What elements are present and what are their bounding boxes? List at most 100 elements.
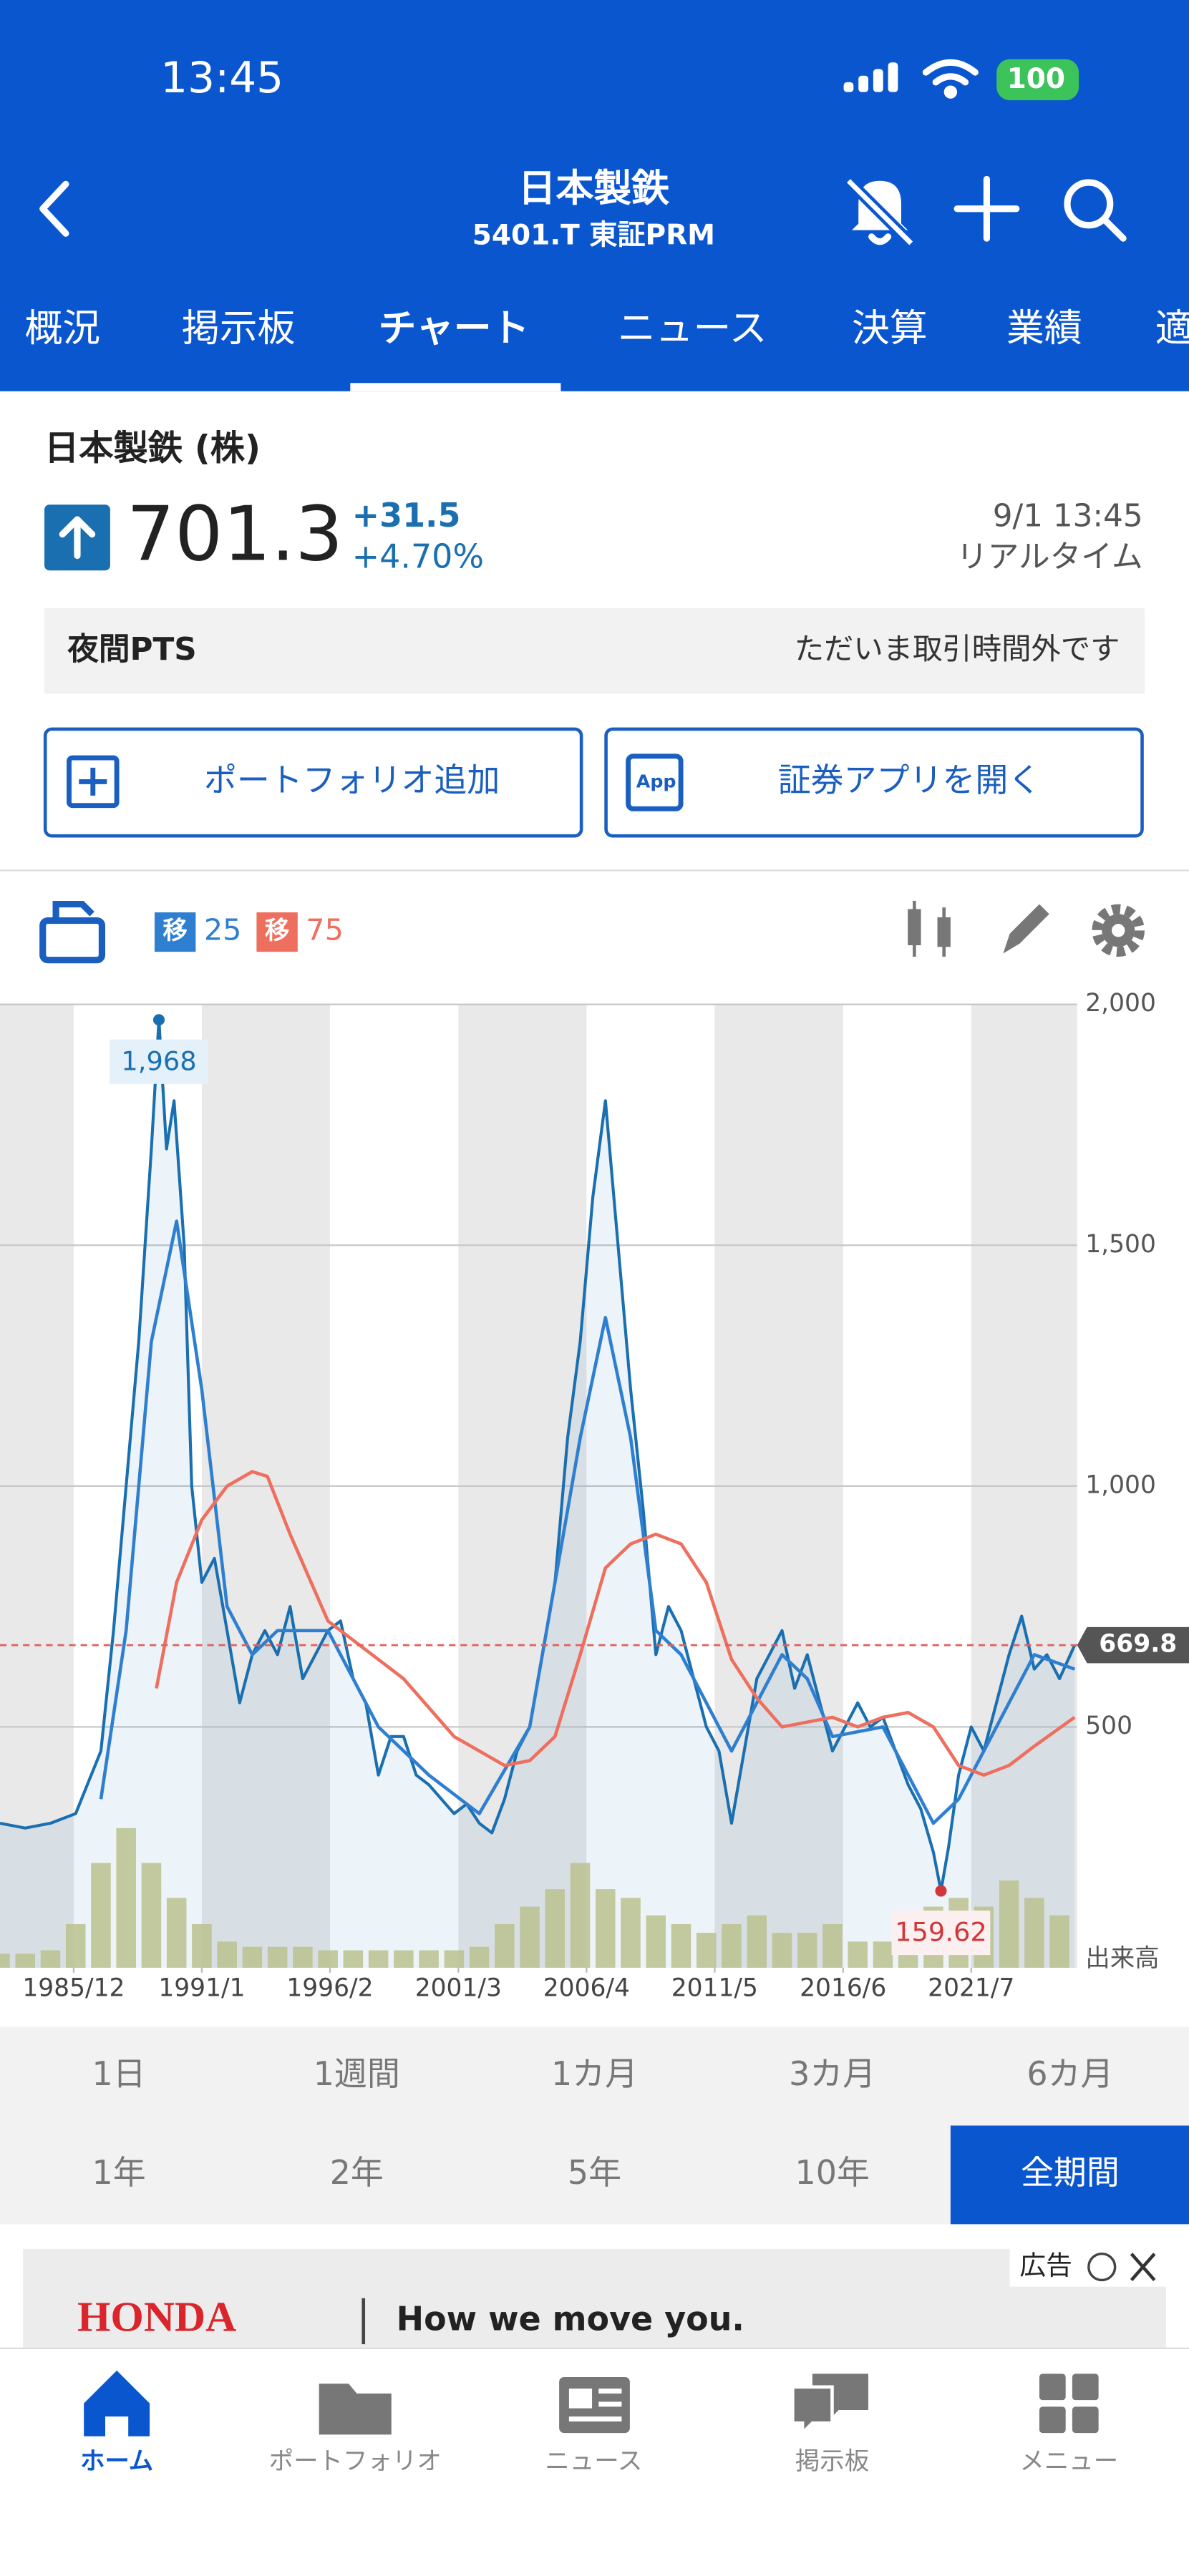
tab[interactable]: 概況: [24, 306, 100, 350]
y-tick-label: 500: [1085, 1712, 1132, 1740]
volume-bar: [15, 1953, 36, 1968]
volume-bar: [621, 1898, 641, 1968]
nav-item[interactable]: メニュー: [1019, 2447, 1118, 2476]
volume-bar: [166, 1898, 187, 1968]
period-button[interactable]: 3カ月: [789, 2054, 875, 2093]
period-button[interactable]: 1日: [92, 2054, 146, 2093]
legend-ma75[interactable]: 75: [306, 913, 344, 947]
volume-bar: [419, 1950, 439, 1968]
nav-item[interactable]: ニュース: [545, 2447, 642, 2476]
battery-level: 100: [1007, 63, 1066, 95]
pts-box: [44, 608, 1145, 694]
volume-bar: [65, 1923, 86, 1968]
ad-info[interactable]: [1087, 2252, 1117, 2282]
volume-label: 出来高: [1085, 1944, 1159, 1973]
home-icon: [84, 2370, 150, 2436]
extreme-label-bg: [891, 1911, 991, 1956]
extreme-label-bg: [110, 1039, 208, 1084]
ad-banner[interactable]: [23, 2248, 1166, 2351]
x-tick-label: 1985/12: [22, 1974, 125, 2002]
tab[interactable]: 決算: [852, 306, 928, 350]
extreme-dot: [152, 1014, 165, 1026]
volume-bar: [772, 1933, 792, 1968]
x-tick-label: 2006/4: [543, 1974, 630, 2002]
candle-button[interactable]: [908, 900, 951, 957]
period-button[interactable]: 1年: [92, 2153, 146, 2192]
tab[interactable]: 業績: [1006, 306, 1082, 350]
portfolio-button[interactable]: ポートフォリオ追加: [43, 727, 583, 838]
period-button[interactable]: 1カ月: [551, 2054, 638, 2093]
volume-bar: [141, 1863, 162, 1968]
chart-switch-button[interactable]: [39, 900, 106, 964]
alert-button[interactable]: [844, 177, 916, 248]
volume-bar: [671, 1923, 691, 1968]
x-tick-label: 1996/2: [286, 1974, 373, 2002]
ma25-badge: [154, 912, 196, 952]
volume-bar: [1049, 1915, 1069, 1968]
extreme-label: 159.62: [895, 1917, 987, 1948]
extreme-dot: [935, 1885, 947, 1897]
ad-badge: 広告: [1019, 2250, 1072, 2281]
volume-bar: [747, 1915, 767, 1968]
price-area: [0, 1020, 1075, 1968]
period-button[interactable]: 10年: [795, 2153, 869, 2192]
volume-bar: [242, 1946, 263, 1968]
volume-bar: [646, 1915, 666, 1968]
tab-indicator: [350, 383, 561, 391]
stock-name: 日本製鉄 (株): [44, 428, 261, 468]
draw-button[interactable]: [1003, 904, 1049, 954]
volume-bar: [545, 1889, 566, 1968]
tab[interactable]: 掲示板: [182, 306, 295, 350]
x-tick-label: 1991/1: [158, 1974, 245, 2002]
volume-bar: [595, 1889, 616, 1968]
ma25-badge-text: 移: [162, 917, 187, 945]
volume-bar: [293, 1946, 313, 1968]
period-button[interactable]: 2年: [330, 2153, 384, 2192]
board-icon: [791, 2373, 869, 2437]
volume-bar: [368, 1950, 389, 1968]
nav-item[interactable]: 掲示板: [795, 2447, 869, 2476]
quote-time: 9/1 13:45: [993, 498, 1143, 535]
volume-bar: [495, 1923, 515, 1968]
tab[interactable]: ニュース: [618, 306, 767, 350]
volume-bar: [40, 1950, 61, 1968]
volume-bar: [999, 1880, 1019, 1968]
open-app-button-label: 証券アプリを開く: [778, 761, 1042, 799]
tab[interactable]: チャート: [379, 306, 530, 350]
back-button[interactable]: [39, 180, 69, 237]
signal-icon: [843, 62, 898, 92]
battery-icon: [996, 59, 1079, 101]
open-app-button[interactable]: App 証券アプリを開く: [604, 727, 1144, 838]
period-button[interactable]: 1週間: [314, 2054, 400, 2093]
volume-bar: [520, 1906, 540, 1968]
tab[interactable]: 適: [1155, 306, 1189, 350]
current-price-tag: [1077, 1626, 1189, 1664]
news-icon: [559, 2377, 630, 2434]
add-button[interactable]: [953, 175, 1020, 242]
ad-close[interactable]: [1130, 2253, 1156, 2281]
portfolio-icon: [319, 2384, 392, 2435]
settings-button[interactable]: [1092, 904, 1145, 957]
volume-bar: [696, 1933, 717, 1968]
x-tick-label: 2021/7: [928, 1974, 1014, 2002]
period-button[interactable]: 5年: [568, 2153, 621, 2192]
extreme-label: 1,968: [121, 1045, 196, 1076]
ma-line: [99, 1219, 1076, 1825]
nav-item[interactable]: ホーム: [80, 2447, 153, 2476]
period-button[interactable]: 6カ月: [1027, 2054, 1113, 2093]
volume-bar: [722, 1923, 742, 1968]
nav-item[interactable]: ポートフォリオ: [269, 2447, 442, 2476]
period-active-bg: [950, 2125, 1189, 2225]
pts-message: ただいま取引時間外です: [795, 632, 1120, 666]
price-change-pct: +4.70%: [352, 537, 484, 576]
period-button[interactable]: 全期間: [1021, 2153, 1120, 2192]
app-icon-label: App: [636, 771, 676, 792]
volume-bar: [394, 1950, 414, 1968]
legend-ma25[interactable]: 25: [204, 913, 242, 947]
wifi-icon: [922, 59, 979, 99]
x-tick-label: 2001/3: [415, 1974, 502, 2002]
search-button[interactable]: [1064, 179, 1127, 242]
volume-bar: [217, 1941, 237, 1968]
